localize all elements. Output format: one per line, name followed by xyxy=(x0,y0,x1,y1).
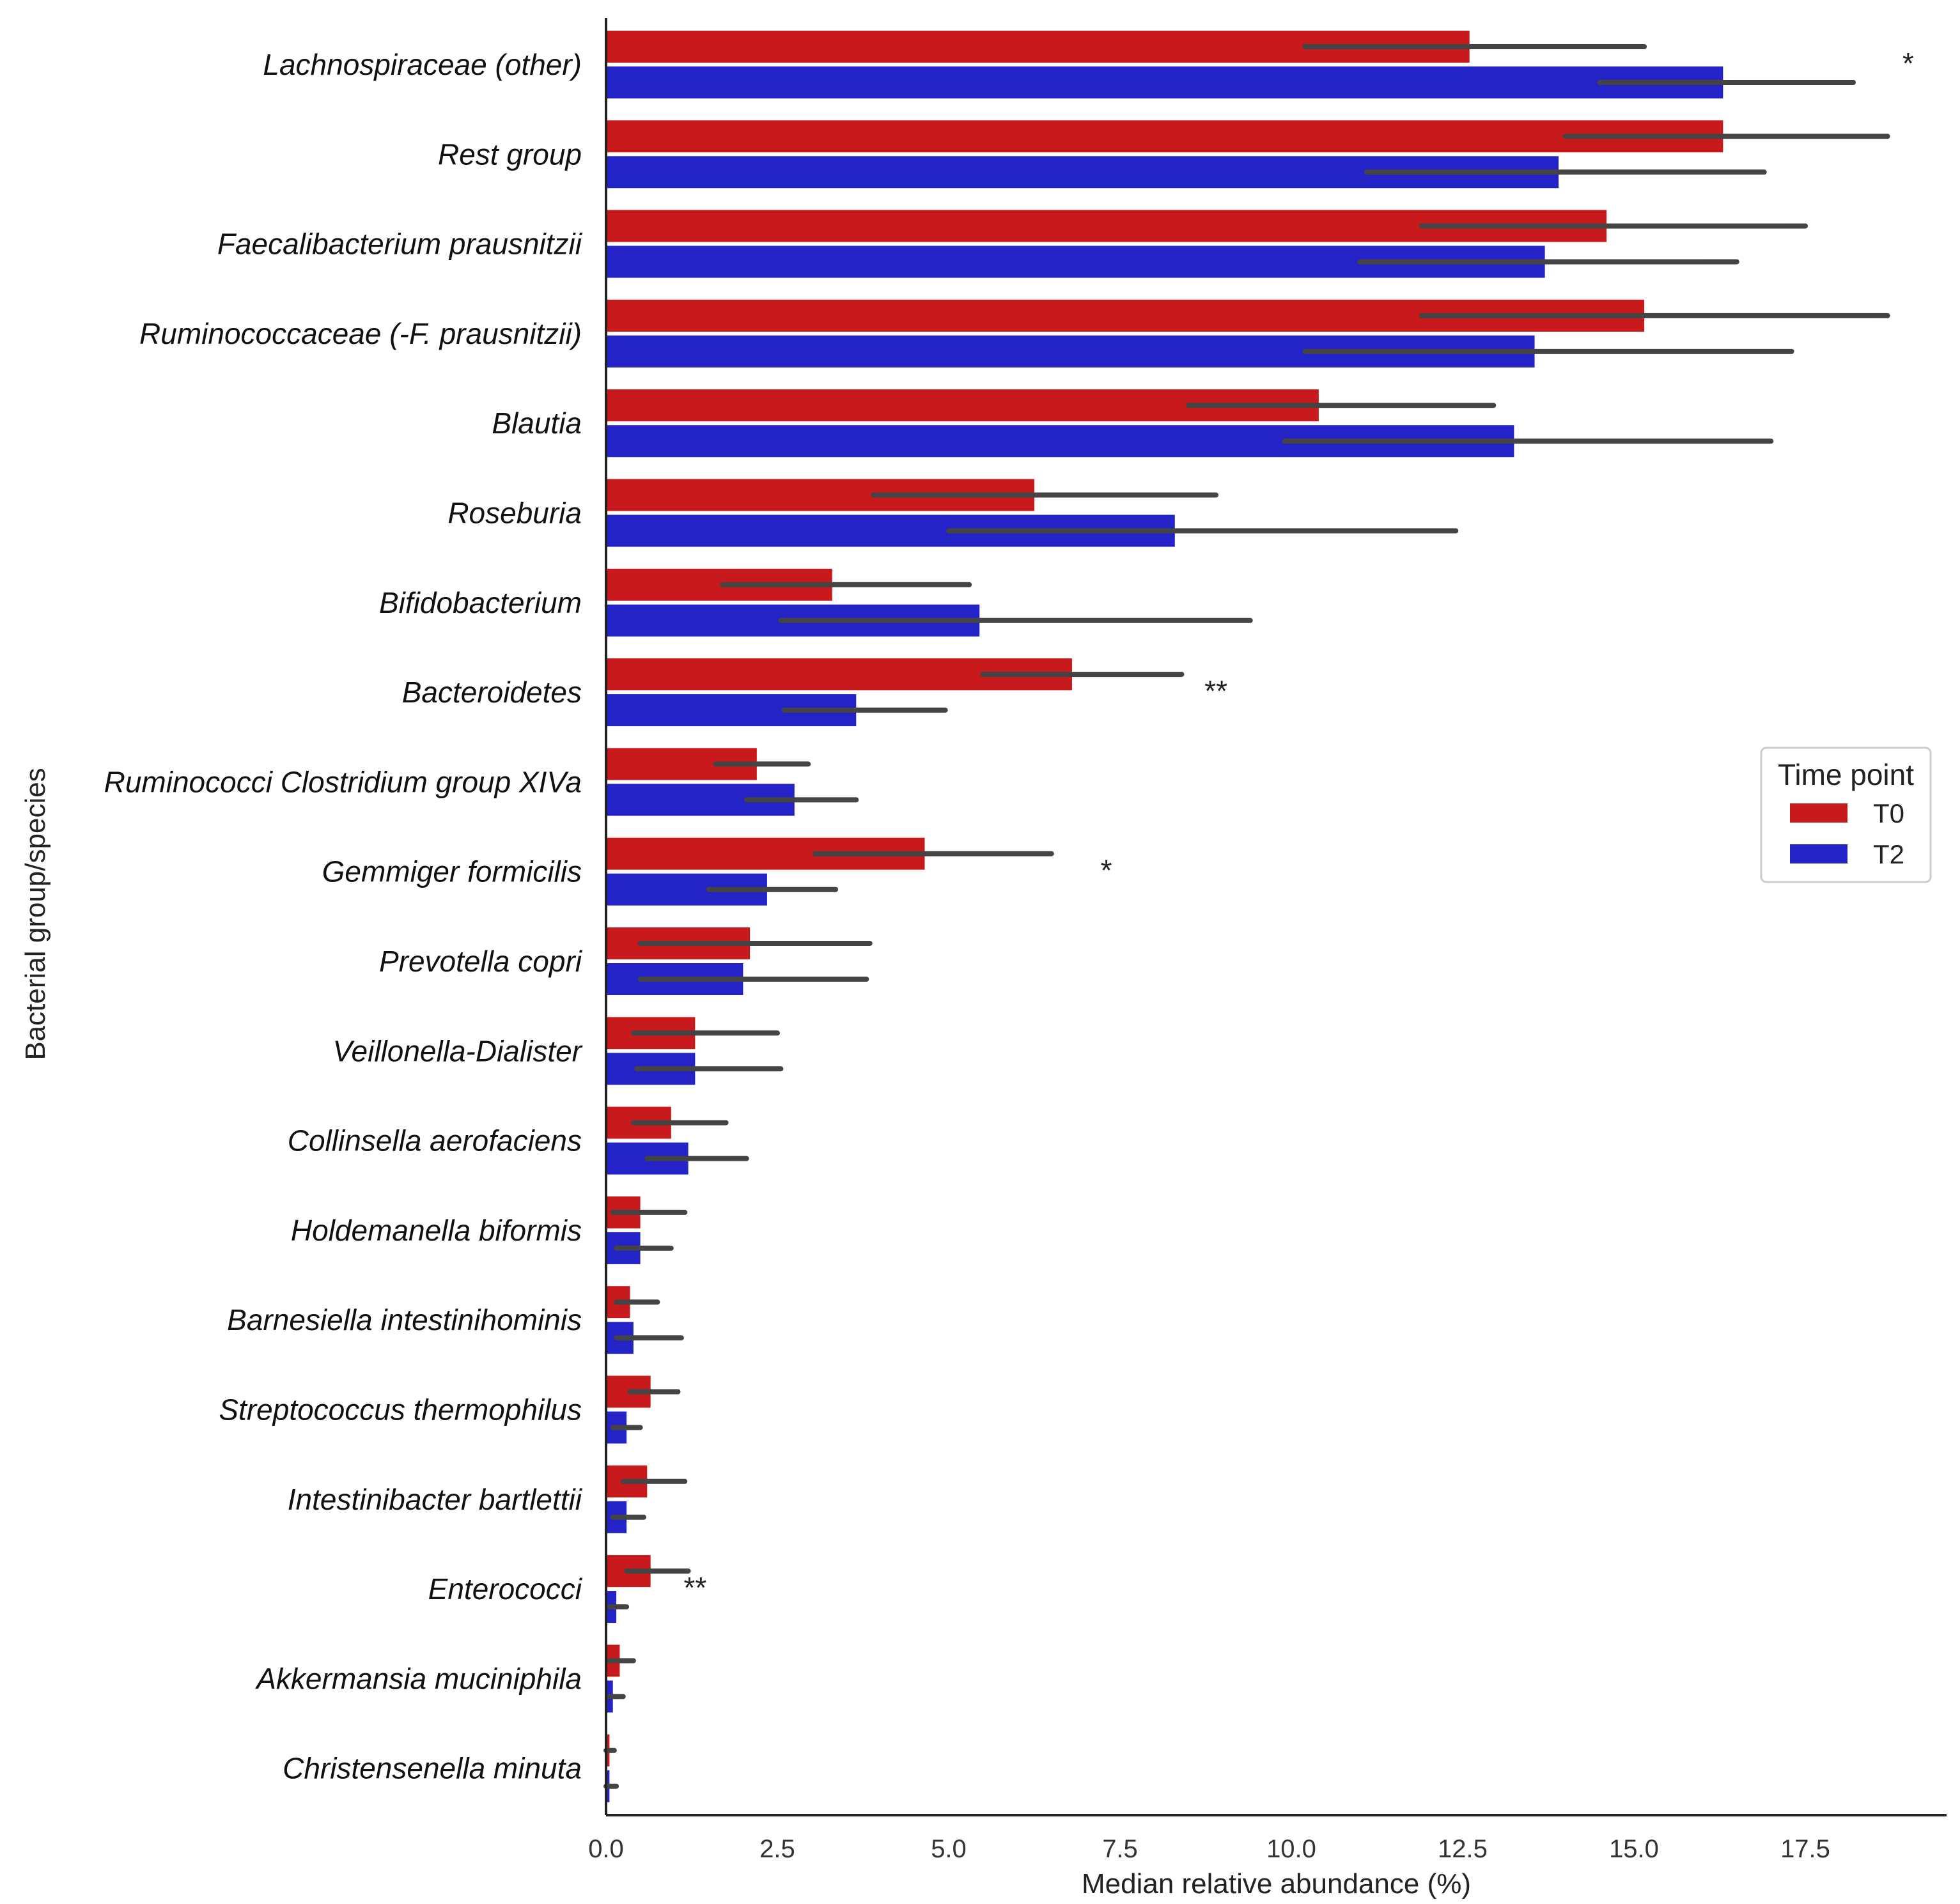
legend-label-t0: T0 xyxy=(1873,798,1904,828)
category-label-prevotella-copri: Prevotella copri xyxy=(379,945,583,978)
category-label-roseburia: Roseburia xyxy=(447,497,582,530)
category-label-gemmiger-formicilis: Gemmiger formicilis xyxy=(322,855,582,888)
bars-layer xyxy=(606,31,1723,1802)
category-label-lachnospiraceae-other: Lachnospiraceae (other) xyxy=(263,48,582,81)
axes xyxy=(605,18,1947,1816)
x-tick-17-5: 17.5 xyxy=(1780,1835,1830,1863)
x-tick-5-0: 5.0 xyxy=(931,1835,967,1863)
x-tick-12-5: 12.5 xyxy=(1438,1835,1488,1863)
category-label-intestinibacter-bartlettii: Intestinibacter bartlettii xyxy=(288,1483,583,1516)
y-axis-title: Bacterial group/species xyxy=(20,768,51,1060)
category-label-veillonella-dialister: Veillonella-Dialister xyxy=(333,1034,583,1067)
category-label-bifidobacterium: Bifidobacterium xyxy=(379,586,582,619)
category-labels: Lachnospiraceae (other) Rest group Faecali… xyxy=(104,48,583,1785)
category-label-streptococcus-thermophilus: Streptococcus thermophilus xyxy=(219,1393,582,1427)
category-label-ruminococci-clostridium-group-xiva: Ruminococci Clostridium group XIVa xyxy=(104,765,582,798)
errorbars-layer xyxy=(603,44,1890,1789)
x-axis-title: Median relative abundance (%) xyxy=(1082,1868,1471,1900)
bar-rest-group-t0 xyxy=(606,120,1723,153)
x-tick-10-0: 10.0 xyxy=(1266,1835,1316,1863)
category-label-christensenella-minuta: Christensenella minuta xyxy=(283,1752,582,1785)
category-label-holdemanella-biformis: Holdemanella biformis xyxy=(291,1214,582,1247)
x-tick-0-0: 0.0 xyxy=(588,1835,624,1863)
category-label-ruminococcaceae-f-prausnitzii: Ruminococcaceae (-F. prausnitzii) xyxy=(139,317,582,350)
legend-title: Time point xyxy=(1778,758,1914,791)
significance-bacteroidetes: ** xyxy=(1204,674,1227,708)
category-label-rest-group: Rest group xyxy=(438,137,582,171)
category-label-collinsella-aerofaciens: Collinsella aerofaciens xyxy=(288,1124,582,1157)
legend-swatch-t2 xyxy=(1790,844,1847,863)
category-label-blautia: Blautia xyxy=(492,406,582,440)
legend-label-t2: T2 xyxy=(1873,839,1904,869)
category-label-bacteroidetes: Bacteroidetes xyxy=(402,676,582,709)
x-tick-2-5: 2.5 xyxy=(759,1835,795,1863)
x-tick-15-0: 15.0 xyxy=(1609,1835,1659,1863)
category-label-akkermansia-muciniphila: Akkermansia muciniphila xyxy=(254,1662,582,1695)
legend-swatch-t0 xyxy=(1790,803,1847,823)
bar-lachnospiraceae-other-t2 xyxy=(606,66,1723,98)
significance-lachnospiraceae-other: * xyxy=(1902,47,1914,80)
legend: Time point T0 T2 xyxy=(1760,747,1932,883)
x-tick-labels: 0.0 2.5 5.0 7.5 10.0 12.5 15.0 17.5 xyxy=(588,1835,1830,1863)
significance-layer: ****** xyxy=(683,47,1913,1604)
category-label-enterococci: Enterococci xyxy=(428,1572,583,1606)
significance-enterococci: ** xyxy=(683,1571,706,1604)
x-tick-7-5: 7.5 xyxy=(1102,1835,1138,1863)
category-label-faecalibacterium-prausnitzii: Faecalibacterium prausnitzii xyxy=(217,228,583,261)
category-label-barnesiella-intestinihominis: Barnesiella intestinihominis xyxy=(227,1303,582,1336)
significance-gemmiger-formicilis: * xyxy=(1101,854,1112,887)
